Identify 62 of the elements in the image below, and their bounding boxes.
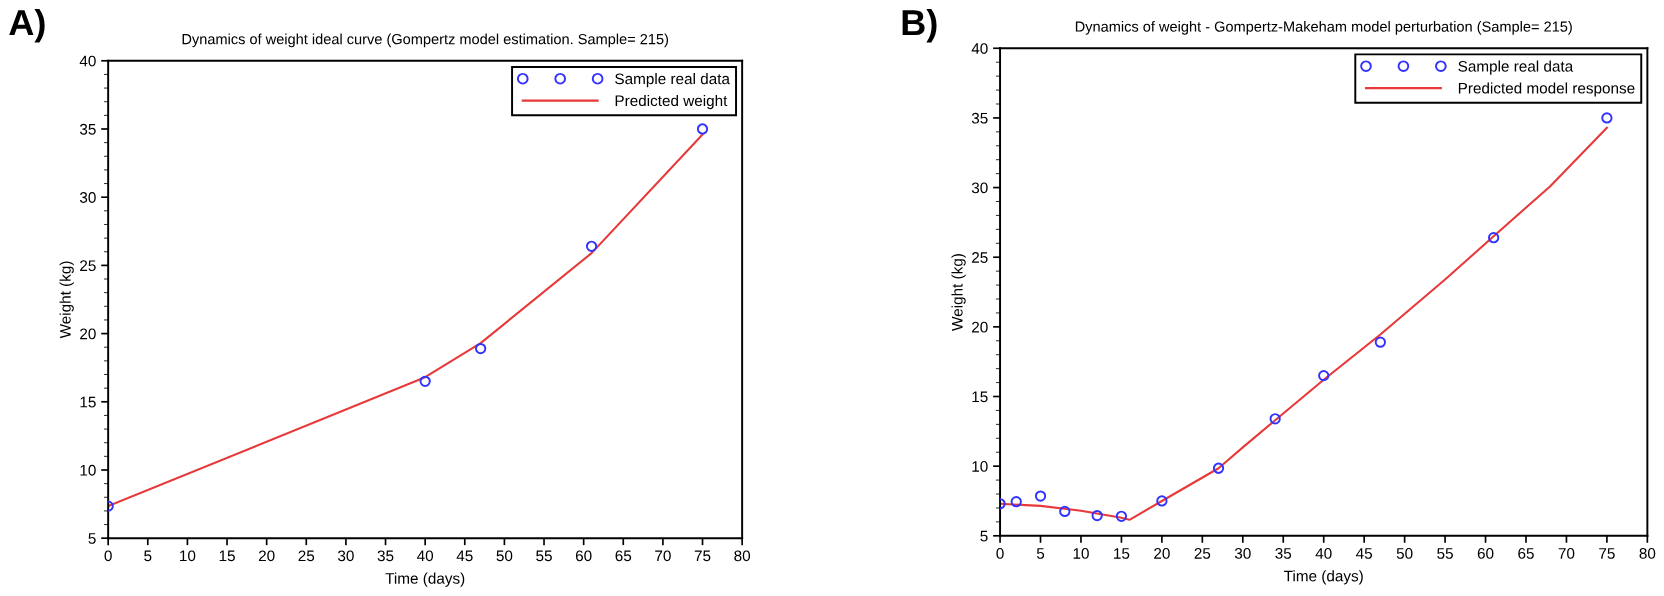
x-tick-label: 0 bbox=[104, 550, 112, 562]
y-tick-label: 15 bbox=[972, 391, 988, 403]
text: A) bbox=[9, 8, 45, 43]
y-tick-label: 30 bbox=[79, 192, 96, 203]
x-tick-label: 70 bbox=[1558, 548, 1575, 559]
x-tick-label: 45 bbox=[1356, 548, 1373, 559]
x-tick-label: 20 bbox=[1154, 548, 1170, 559]
x-tick-label: 35 bbox=[377, 550, 394, 562]
y-tick-label: 25 bbox=[80, 260, 96, 272]
y-tick-label: 5 bbox=[980, 530, 988, 542]
x-tick-label: 50 bbox=[496, 550, 513, 562]
x-tick-label: 5 bbox=[1036, 548, 1045, 559]
y-tick-label: 25 bbox=[972, 252, 988, 263]
x-axis-title: Time (days) bbox=[385, 572, 465, 587]
x-tick-label: 15 bbox=[1114, 548, 1130, 559]
y-tick-label: 10 bbox=[80, 464, 96, 476]
chart-title: Dynamics of weight ideal curve (Gompertz model estimation. Sample= 215) bbox=[182, 33, 669, 48]
x-tick-label: 75 bbox=[694, 550, 711, 562]
x-axis-title: Time (days) bbox=[1284, 570, 1363, 585]
y-tick-label: 35 bbox=[79, 123, 96, 135]
legend-label: Predicted model response bbox=[1458, 82, 1635, 97]
x-tick-label: 50 bbox=[1396, 548, 1413, 559]
x-tick-label: 65 bbox=[615, 550, 632, 562]
x-tick-label: 55 bbox=[536, 550, 552, 562]
x-tick-label: 20 bbox=[258, 550, 275, 562]
y-tick-label: 35 bbox=[971, 112, 988, 124]
x-tick-label: 60 bbox=[1477, 548, 1494, 559]
y-axis-title: Weight (kg) bbox=[951, 254, 966, 331]
x-tick-label: 80 bbox=[734, 550, 751, 562]
legend-label: Predicted weight bbox=[615, 94, 728, 110]
x-tick-label: 70 bbox=[655, 550, 671, 562]
x-tick-label: 30 bbox=[337, 550, 354, 562]
x-tick-label: 10 bbox=[1073, 548, 1089, 559]
x-tick-label: 0 bbox=[996, 548, 1004, 559]
x-tick-label: 60 bbox=[575, 550, 592, 562]
x-tick-label: 5 bbox=[144, 550, 152, 562]
x-tick-label: 15 bbox=[219, 550, 235, 562]
x-tick-label: 25 bbox=[298, 550, 315, 562]
y-tick-label: 15 bbox=[80, 396, 96, 408]
x-tick-label: 45 bbox=[456, 550, 473, 562]
x-tick-label: 40 bbox=[417, 550, 434, 562]
legend-label: Sample real data bbox=[615, 73, 730, 88]
y-tick-label: 10 bbox=[972, 461, 988, 472]
y-tick-label: 40 bbox=[971, 43, 988, 54]
x-tick-label: 65 bbox=[1518, 548, 1534, 559]
x-tick-label: 35 bbox=[1275, 548, 1292, 559]
y-tick-label: 20 bbox=[80, 328, 96, 340]
x-tick-label: 10 bbox=[180, 550, 196, 562]
x-tick-label: 55 bbox=[1437, 548, 1453, 559]
y-tick-label: 30 bbox=[971, 182, 988, 194]
x-tick-label: 75 bbox=[1599, 548, 1615, 559]
y-axis-title: Weight (kg) bbox=[59, 261, 74, 339]
y-tick-label: 20 bbox=[972, 321, 988, 333]
chart-title: Dynamics of weight - Gompertz-Makeham model perturbation (Sample= 215) bbox=[1075, 21, 1572, 35]
y-tick-label: 40 bbox=[79, 55, 96, 67]
text: B) bbox=[902, 8, 937, 43]
y-tick-label: 5 bbox=[88, 533, 96, 544]
x-tick-label: 80 bbox=[1639, 548, 1656, 559]
x-tick-label: 30 bbox=[1234, 548, 1251, 559]
x-tick-label: 40 bbox=[1315, 548, 1332, 559]
x-tick-label: 25 bbox=[1194, 548, 1211, 559]
legend-label: Sample real data bbox=[1458, 60, 1574, 75]
